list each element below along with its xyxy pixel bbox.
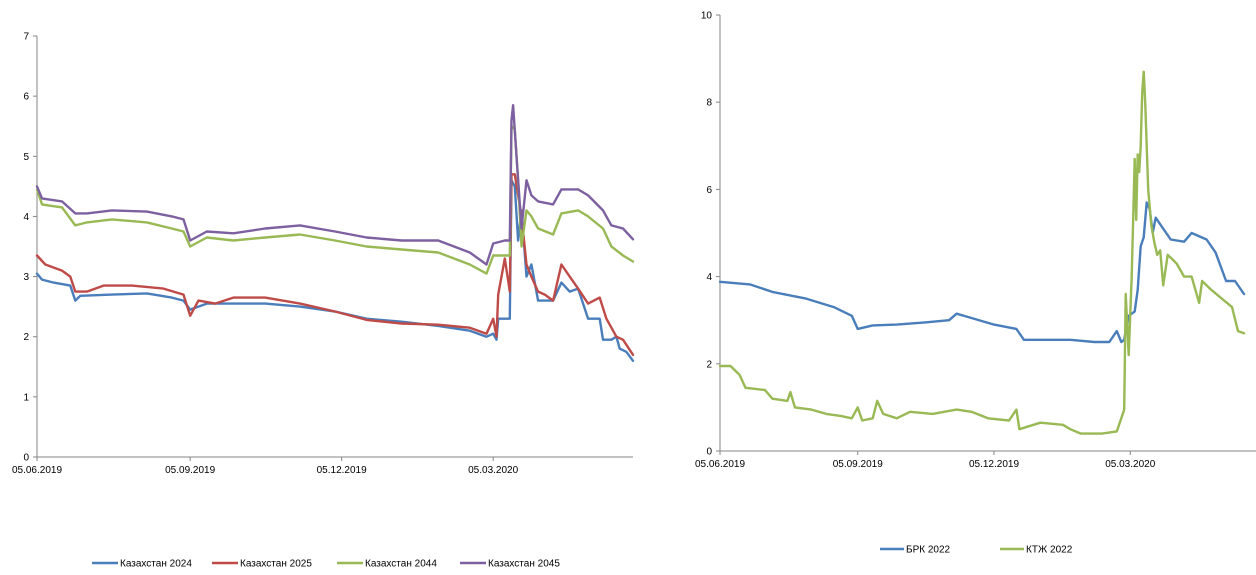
y-tick-label: 0 (706, 447, 712, 458)
y-tick-label: 10 (701, 11, 713, 22)
legend: Казахстан 2024 Казахстан 2025 Казахстан 20… (92, 559, 560, 570)
series-line-ктж-2022 (718, 70, 1246, 435)
series-line-казахстан-2025 (35, 173, 635, 356)
x-tick-label: 05.09.2019 (833, 459, 883, 470)
y-tick-label: 4 (706, 272, 712, 283)
x-tick-label: 05.06.2019 (695, 459, 745, 470)
y-tick-label: 6 (706, 185, 712, 196)
legend-label: Казахстан 2024 (120, 559, 192, 570)
series-line-казахстан-2045 (35, 103, 635, 266)
x-tick-label: 05.03.2020 (468, 465, 518, 476)
y-tick-label: 3 (23, 272, 29, 283)
x-tick-label: 05.06.2019 (12, 465, 62, 476)
series-line-брк-2022 (718, 201, 1246, 344)
series-line-казахстан-2044 (35, 124, 635, 275)
chart-1: 0 1 2 3 4 5 6 7 05.06.2019 05.09.2019 05.12.2019 05… (12, 32, 635, 570)
y-tick-label: 2 (706, 359, 712, 370)
y-tick-label: 1 (23, 392, 29, 403)
y-tick-label: 4 (23, 212, 29, 223)
y-tick-label: 6 (23, 92, 29, 103)
y-tick-label: 8 (706, 98, 712, 109)
legend-label: Казахстан 2025 (240, 559, 312, 570)
x-tick-label: 05.12.2019 (317, 465, 367, 476)
y-tick-label: 2 (23, 332, 29, 343)
legend-label: Казахстан 2045 (488, 559, 560, 570)
x-tick-label: 05.03.2020 (1105, 459, 1155, 470)
y-tick-label: 7 (23, 32, 29, 43)
legend: БРК 2022 КТЖ 2022 (880, 545, 1073, 556)
legend-label: КТЖ 2022 (1026, 545, 1073, 556)
x-tick-label: 05.12.2019 (969, 459, 1019, 470)
legend-label: Казахстан 2044 (365, 559, 437, 570)
chart-2: 0 2 4 6 8 10 05.06.2019 05.09.2019 05.12.2019 05.… (695, 11, 1256, 556)
y-tick-label: 0 (23, 453, 29, 464)
x-tick-label: 05.09.2019 (165, 465, 215, 476)
y-tick-label: 5 (23, 152, 29, 163)
series-line-казахстан-2024 (35, 179, 635, 362)
legend-label: БРК 2022 (906, 545, 951, 556)
